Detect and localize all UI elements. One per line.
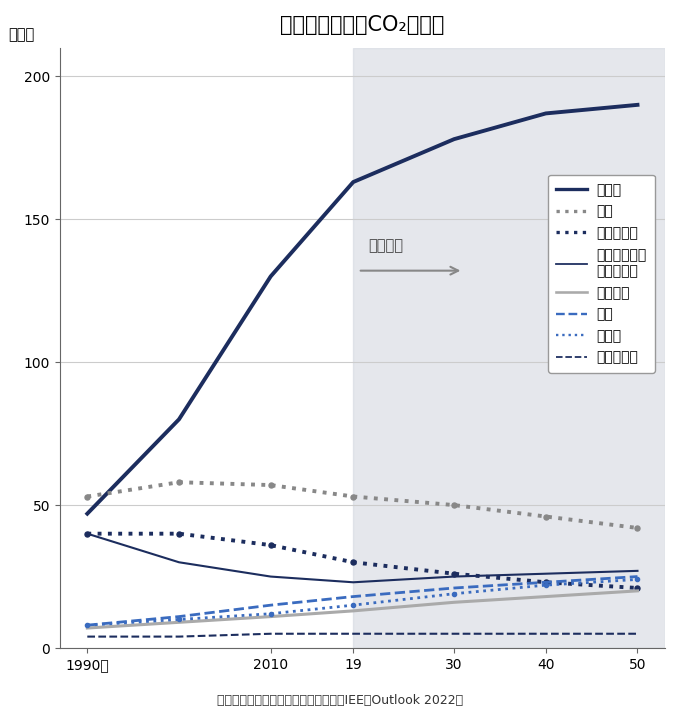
Title: エネルギー起源CO₂排出量: エネルギー起源CO₂排出量 xyxy=(280,15,445,35)
Text: （出所）日本エネルギー経済研究所「IEE」Outlook 2022」: （出所）日本エネルギー経済研究所「IEE」Outlook 2022」 xyxy=(217,695,463,707)
Text: （予測）: （予測） xyxy=(368,239,403,253)
Text: 億トン: 億トン xyxy=(8,27,35,42)
Legend: アジア, 北米, 欧州先進国, その他欧州・
ユーラシア, アフリカ, 中東, 中南米, オセアニア: アジア, 北米, 欧州先進国, その他欧州・ ユーラシア, アフリカ, 中東, … xyxy=(548,175,655,373)
Bar xyxy=(353,47,665,648)
